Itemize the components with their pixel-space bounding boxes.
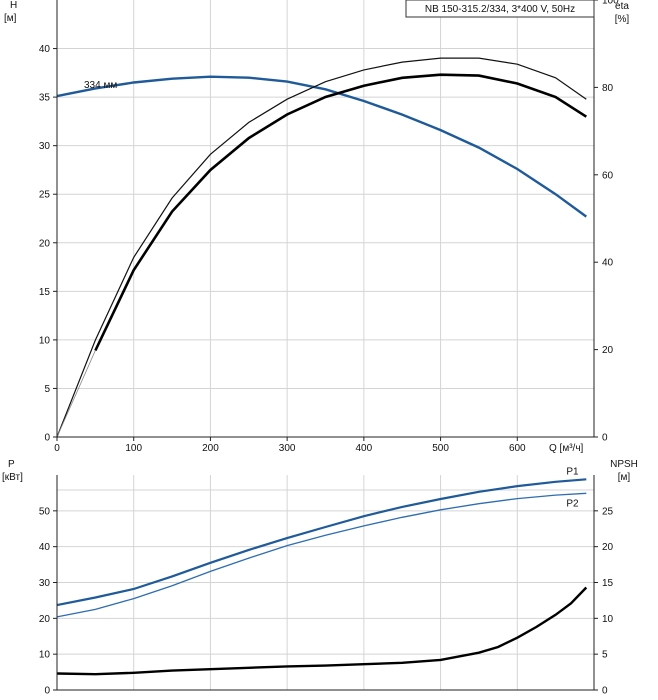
- efficiency-curve-pump: [56, 57, 587, 438]
- x-tick-label: 200: [202, 443, 219, 454]
- bottom-grid: [56, 475, 594, 691]
- p1-series-label: P1: [566, 466, 579, 477]
- chart-title: NB 150-315.2/334, 3*400 V, 50Hz: [425, 4, 575, 15]
- top-y-tick-label: 40: [39, 44, 51, 55]
- bottom-y2-tick-label: 5: [602, 650, 608, 661]
- bottom-y-axis-label: P: [8, 459, 15, 470]
- bottom-y2-tick-label: 0: [602, 686, 608, 697]
- bottom-y2-axis-unit: [м]: [618, 472, 631, 483]
- top-y-tick-label: 35: [39, 93, 51, 104]
- top-y2-axis-unit: [%]: [615, 14, 630, 25]
- bottom-y2-tick-label: 15: [602, 578, 614, 589]
- bottom-y-tick-label: 40: [39, 542, 51, 553]
- bottom-y2-axis-label: NPSH: [610, 459, 638, 470]
- bottom-y2-tick-label: 10: [602, 614, 614, 625]
- efficiency-curve-total: [94, 73, 588, 352]
- top-y-tick-label: 30: [39, 141, 51, 152]
- top-series-group: [56, 57, 588, 438]
- bottom-y-axis-unit: [кВт]: [2, 472, 23, 483]
- top-y-axis-label: H: [10, 0, 17, 11]
- x-axis-label: Q [м³/ч]: [549, 443, 584, 454]
- top-y-tick-label: 0: [44, 433, 50, 444]
- bottom-y-tick-label: 30: [39, 578, 51, 589]
- top-y-tick-label: 20: [39, 238, 51, 249]
- power-curve-p2: [56, 492, 587, 618]
- curve-annotation-334: 334 мм: [84, 80, 117, 91]
- top-y2-tick-label: 40: [602, 258, 614, 269]
- p2-series-label: P2: [566, 498, 579, 509]
- bottom-y-tick-label: 10: [39, 650, 51, 661]
- power-curve-p1: [56, 478, 587, 607]
- bottom-y-tick-label: 20: [39, 614, 51, 625]
- bottom-y-tick-label: 0: [44, 686, 50, 697]
- bottom-y2-tick-label: 20: [602, 542, 614, 553]
- top-y-tick-label: 10: [39, 335, 51, 346]
- x-tick-label: 0: [54, 443, 60, 454]
- bottom-y-tick-label: 50: [39, 506, 51, 517]
- bottom-series-group: [56, 478, 588, 676]
- top-y2-tick-label: 20: [602, 345, 614, 356]
- x-tick-label: 300: [279, 443, 296, 454]
- chart-title-box: NB 150-315.2/334, 3*400 V, 50Hz: [405, 0, 595, 18]
- x-tick-label: 500: [432, 443, 449, 454]
- top-grid: [56, 0, 594, 438]
- top-y2-tick-label: 0: [602, 433, 608, 444]
- bottom-y2-tick-label: 25: [602, 506, 614, 517]
- top-y2-tick-label: 60: [602, 170, 614, 181]
- x-tick-label: 100: [125, 443, 142, 454]
- head-curve-334: [56, 75, 588, 218]
- x-tick-label: 400: [356, 443, 373, 454]
- top-y-tick-label: 15: [39, 287, 51, 298]
- x-tick-label: 600: [509, 443, 526, 454]
- top-y-tick-label: 25: [39, 190, 51, 201]
- top-y2-tick-label: 100: [602, 0, 619, 7]
- axes-group: [53, 0, 598, 691]
- top-y-tick-label: 5: [44, 384, 50, 395]
- top-y-axis-unit: [м]: [4, 13, 17, 24]
- top-y2-axis-label: eta: [615, 1, 629, 12]
- npsh-curve: [56, 586, 588, 676]
- chart-title-frame: [405, 0, 595, 18]
- top-y2-tick-label: 80: [602, 83, 614, 94]
- efficiency-curve-extension: [56, 350, 96, 438]
